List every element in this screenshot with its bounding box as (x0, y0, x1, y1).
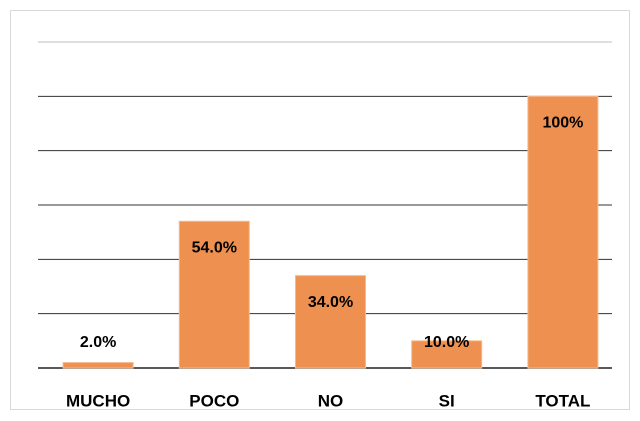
data-label: 100% (542, 115, 583, 132)
x-tick-label: NO (318, 391, 344, 410)
data-label: 2.0% (80, 334, 116, 351)
bar (527, 95, 599, 369)
bar (178, 220, 250, 369)
x-tick-label: SI (439, 391, 455, 410)
data-label: 10.0% (424, 334, 469, 351)
x-tick-label: TOTAL (535, 391, 590, 410)
data-label: 54.0% (192, 240, 237, 257)
bar (295, 275, 366, 369)
data-label: 34.0% (308, 294, 353, 311)
x-tick-label: MUCHO (66, 391, 130, 410)
bar (411, 340, 483, 369)
bar (62, 362, 134, 369)
x-tick-label: POCO (189, 391, 239, 410)
